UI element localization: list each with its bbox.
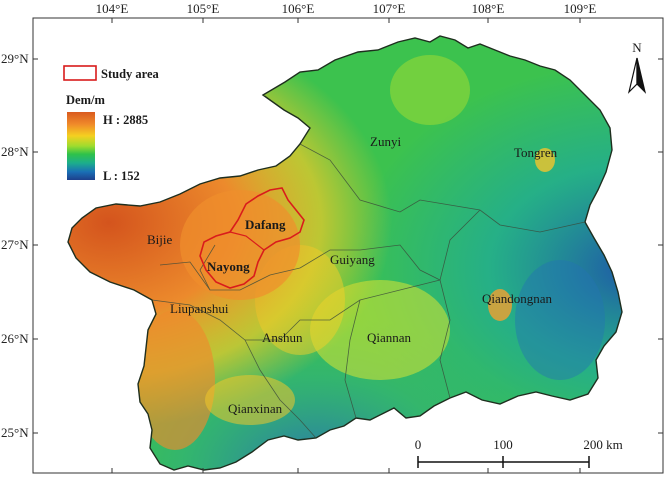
- scale-label-0: 0: [415, 437, 422, 452]
- longitude-ticks: [111, 18, 581, 473]
- study-area-outline: [199, 187, 305, 289]
- place-qianxinan: Qianxinan: [228, 401, 283, 416]
- place-qiandongnan: Qiandongnan: [482, 291, 553, 306]
- north-arrow-icon: N: [627, 40, 647, 94]
- lat-label-26: 26°N: [1, 331, 29, 346]
- prefecture-boundaries: [151, 143, 586, 439]
- scale-label-200: 200 km: [583, 437, 622, 452]
- lon-label-106: 106°E: [282, 1, 315, 16]
- study-area-swatch: [63, 65, 97, 81]
- place-nayong: Nayong: [207, 259, 250, 274]
- place-dafang: Dafang: [245, 217, 286, 232]
- lon-label-105: 105°E: [187, 1, 220, 16]
- dem-high-label: H : 2885: [103, 113, 148, 127]
- lon-label-104: 104°E: [96, 1, 129, 16]
- lat-label-29: 29°N: [1, 51, 29, 66]
- legend: Study area Dem/m H : 2885 L : 152: [63, 65, 160, 183]
- north-arrow-label: N: [632, 40, 642, 55]
- lon-label-107: 107°E: [373, 1, 406, 16]
- place-bijie: Bijie: [147, 232, 173, 247]
- lon-label-109: 109°E: [564, 1, 597, 16]
- place-anshun: Anshun: [262, 330, 303, 345]
- lat-label-28: 28°N: [1, 144, 29, 159]
- dem-color-ramp: [67, 112, 95, 180]
- latitude-ticks: [33, 58, 663, 434]
- lon-label-108: 108°E: [472, 1, 505, 16]
- place-tongren: Tongren: [514, 145, 558, 160]
- study-area-legend-label: Study area: [101, 67, 160, 81]
- scale-bar: 0 100 200 km: [415, 437, 623, 468]
- place-zunyi: Zunyi: [370, 134, 401, 149]
- place-qiannan: Qiannan: [367, 330, 412, 345]
- place-guiyang: Guiyang: [330, 252, 375, 267]
- dem-legend-title: Dem/m: [66, 93, 105, 107]
- place-labels: Zunyi Tongren Bijie Dafang Nayong Guiyan…: [147, 134, 558, 416]
- dem-low-label: L : 152: [103, 169, 140, 183]
- place-liupanshui: Liupanshui: [170, 301, 229, 316]
- lat-label-25: 25°N: [1, 425, 29, 440]
- lat-label-27: 27°N: [1, 237, 29, 252]
- scale-label-100: 100: [493, 437, 513, 452]
